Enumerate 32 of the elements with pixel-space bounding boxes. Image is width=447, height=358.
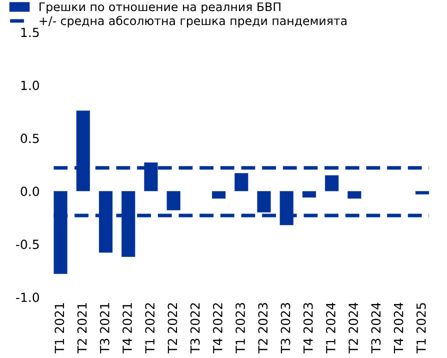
- bar: [234, 173, 248, 192]
- x-tick-label: T4 2024: [394, 302, 404, 354]
- x-tick-label: T4 2021: [122, 303, 132, 354]
- legend-label: Грешки по отношение на реалния БВП: [40, 2, 280, 14]
- y-tick-label: -0.5: [16, 240, 39, 250]
- y-tick-label: 0.0: [20, 186, 40, 196]
- x-tick-label: T1 2023: [236, 303, 246, 354]
- bar: [348, 191, 362, 199]
- x-tick-label: T1 2021: [54, 303, 64, 354]
- bar: [325, 175, 339, 192]
- bar: [415, 191, 430, 194]
- x-tick-label: T4 2022: [212, 303, 222, 354]
- x-tick-label: T1 2024: [326, 302, 336, 354]
- y-tick-label: 0.5: [20, 134, 39, 144]
- bar: [302, 191, 316, 198]
- x-tick-label: T3 2024: [371, 302, 381, 354]
- y-tick-label: -1.0: [16, 292, 40, 302]
- x-tick-label: T2 2022: [168, 303, 178, 354]
- x-tick-label: T3 2021: [100, 303, 110, 354]
- x-tick-label: T3 2022: [190, 303, 200, 354]
- y-tick-label: 1.5: [21, 28, 39, 38]
- x-tick-label: T2 2023: [258, 303, 268, 354]
- y-tick-label: 1.0: [21, 80, 40, 90]
- x-tick-label: T1 2025: [416, 303, 426, 354]
- x-tick-label: T2 2024: [348, 302, 358, 354]
- x-tick-label: T3 2023: [280, 303, 290, 354]
- bar: [166, 191, 180, 210]
- x-tick-label: T4 2023: [303, 303, 313, 354]
- bar: [212, 191, 226, 199]
- x-tick-label: T2 2021: [77, 303, 87, 354]
- legend-label: +/- средна абсолютна грешка преди пандемията: [40, 16, 346, 28]
- x-tick-label: T1 2022: [145, 303, 155, 354]
